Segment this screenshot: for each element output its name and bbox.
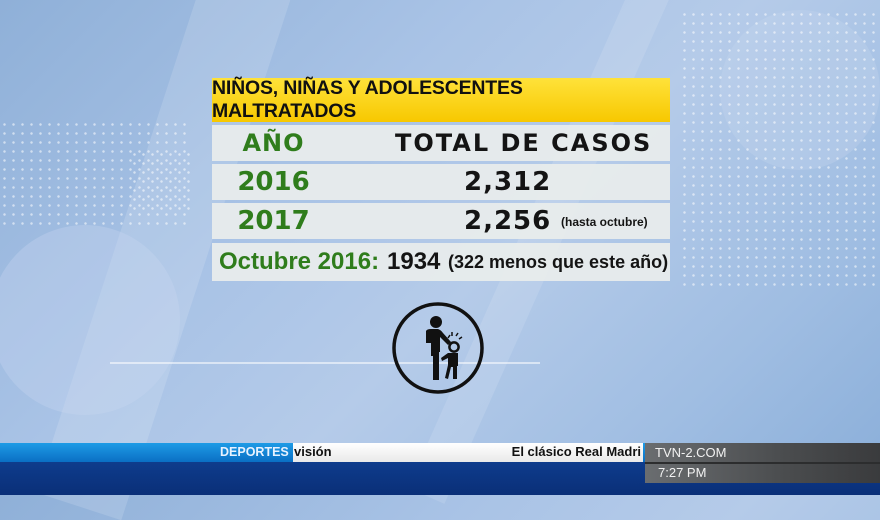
background-logo-watermark bbox=[0, 225, 180, 415]
channel-website: TVN-2.COM bbox=[655, 445, 727, 460]
channel-info-box: TVN-2.COM 7:27 PM bbox=[645, 443, 880, 483]
table-title: NIÑOS, NIÑAS Y ADOLESCENTES MALTRATADOS bbox=[212, 77, 670, 122]
table-header-row: AÑO TOTAL DE CASOS bbox=[212, 125, 670, 161]
background-dots bbox=[680, 10, 880, 290]
summary-note: (322 menos que este año) bbox=[448, 252, 669, 272]
table-row: 2016 2,312 bbox=[212, 164, 670, 200]
ticker-section-label: DEPORTES bbox=[220, 445, 289, 459]
child-abuse-icon bbox=[390, 300, 486, 396]
statistics-table: NIÑOS, NIÑAS Y ADOLESCENTES MALTRATADOS … bbox=[212, 77, 670, 281]
summary-value: 1934 bbox=[387, 248, 441, 275]
header-total: TOTAL DE CASOS bbox=[395, 129, 653, 157]
row-total: 2,256 bbox=[464, 206, 552, 236]
background-dots bbox=[130, 150, 190, 210]
row-year: 2017 bbox=[237, 206, 310, 236]
background-dots bbox=[0, 120, 190, 230]
row-year: 2016 bbox=[237, 167, 310, 197]
ticker-headline-box: visión El clásico Real Madri bbox=[293, 443, 643, 462]
table-row: 2017 2,256 (hasta octubre) bbox=[212, 203, 670, 239]
background-logo-watermark bbox=[720, 10, 880, 170]
info-divider bbox=[645, 462, 880, 464]
row-total: 2,312 bbox=[464, 167, 552, 197]
summary-label: Octubre 2016: bbox=[219, 248, 380, 275]
ticker-headline-fragment: visión bbox=[294, 444, 332, 459]
header-year: AÑO bbox=[242, 129, 305, 157]
summary-row: Octubre 2016: 1934 (322 menos que este a… bbox=[212, 243, 670, 281]
ticker-headline: El clásico Real Madri bbox=[511, 444, 641, 459]
broadcast-time: 7:27 PM bbox=[658, 465, 707, 480]
row-note: (hasta octubre) bbox=[561, 215, 648, 229]
